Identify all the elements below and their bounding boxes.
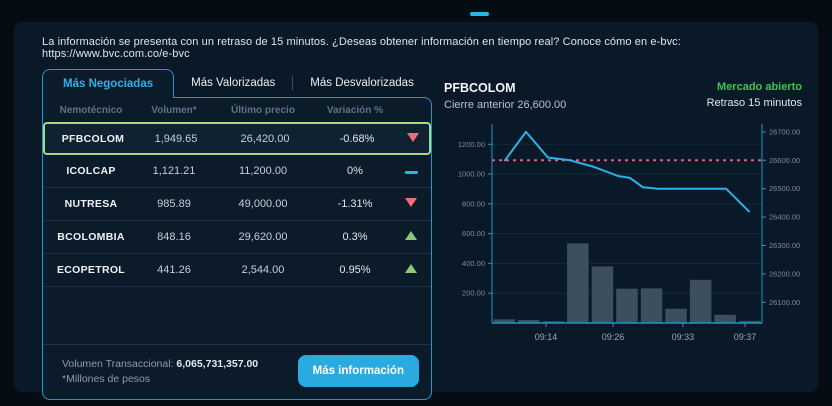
cell-direction — [393, 198, 429, 210]
cell-symbol: ICOLCAP — [66, 165, 116, 177]
cell-change: -1.31% — [337, 198, 373, 210]
volume-bar — [714, 314, 736, 323]
table-header-row: Nemotécnico Volumen* Último precio Variació… — [43, 98, 431, 122]
column-header: Variación % — [326, 105, 384, 116]
cell-volume: 1,121.21 — [152, 165, 196, 177]
price-line — [504, 130, 750, 213]
cell-last-price: 26,420.00 — [240, 132, 290, 145]
right-axis-label: 26300.00 — [769, 241, 800, 250]
column-header: Nemotécnico — [59, 105, 123, 116]
quotes-panel: Nemotécnico Volumen* Último precio Variació… — [42, 97, 432, 400]
cell-volume: 985.89 — [157, 198, 191, 210]
volume-bar — [739, 320, 761, 323]
table-row-nutresa[interactable]: NUTRESA 985.89 49,000.00 -1.31% — [43, 188, 431, 221]
cell-direction — [393, 231, 429, 243]
tab-m-s-negociadas[interactable]: Más Negociadas — [42, 69, 175, 98]
intraday-chart: 200.00 400.00 600.00 800.00 1000.00 1200.00 26… — [444, 118, 804, 355]
right-axis-label: 26100.00 — [769, 298, 800, 307]
left-axis-label: 800.00 — [462, 199, 485, 208]
up-triangle-icon — [405, 231, 417, 240]
cell-change: -0.68% — [339, 132, 375, 145]
volume-transaccional-value: 6,065,731,357.00 — [176, 357, 259, 370]
table-body: PFBCOLOM 1,949.65 26,420.00 -0.68% ICOLCAP 1,… — [43, 122, 431, 287]
left-axis-label: 400.00 — [462, 259, 485, 268]
cell-last-price: 29,620.00 — [238, 231, 288, 243]
down-triangle-icon — [407, 132, 419, 142]
cell-last-price: 11,200.00 — [238, 165, 288, 177]
cell-volume: 848.16 — [157, 231, 191, 243]
market-status: Mercado abierto — [717, 81, 802, 93]
x-axis-label: 09:14 — [535, 332, 558, 342]
chart-section: PFBCOLOM Cierre anterior 26,600.00 Merca… — [444, 81, 804, 400]
quote-identity: PFBCOLOM Cierre anterior 26,600.00 — [444, 81, 566, 111]
millions-note: *Millones de pesos — [62, 372, 151, 385]
volume-bar — [567, 243, 589, 323]
cell-last-price: 49,000.00 — [238, 198, 288, 210]
cell-direction — [393, 264, 429, 276]
right-axis-label: 26500.00 — [769, 184, 800, 193]
table-row-ecopetrol[interactable]: ECOPETROL 441.26 2,544.00 0.95% — [43, 254, 431, 287]
volume-bar — [542, 321, 565, 323]
cell-direction — [395, 132, 431, 145]
cell-symbol: ECOPETROL — [56, 264, 126, 276]
volume-bar — [518, 320, 540, 323]
volume-bar — [616, 288, 638, 323]
panel-spacer — [43, 287, 431, 344]
cell-last-price: 2,544.00 — [241, 264, 285, 276]
cell-change: 0.95% — [339, 264, 371, 276]
down-triangle-icon — [405, 198, 417, 207]
market-status-block: Mercado abierto Retraso 15 minutos — [707, 81, 802, 109]
left-axis-label: 600.00 — [462, 229, 485, 238]
cell-direction — [393, 165, 429, 177]
quotes-tabs: Más Negociadas Más Valorizadas Más Desvalo… — [42, 69, 432, 98]
volume-bar — [591, 266, 614, 323]
cell-volume: 441.26 — [157, 264, 191, 276]
panel-footer: Volumen Transaccional: 6,065,731,357.00 … — [43, 344, 431, 399]
volume-bar — [665, 308, 687, 323]
table-row-pfbcolom[interactable]: PFBCOLOM 1,949.65 26,420.00 -0.68% — [43, 122, 431, 155]
x-axis-label: 09:33 — [672, 332, 695, 342]
market-widget: La información se presenta con un retras… — [14, 22, 818, 400]
x-axis-label: 09:26 — [602, 332, 625, 342]
transaction-volume-block: Volumen Transaccional: 6,065,731,357.00 … — [62, 358, 258, 385]
volume-bar — [689, 279, 712, 323]
tab-divider — [292, 76, 294, 90]
column-header: Volumen* — [151, 105, 197, 116]
quotes-section: Más Negociadas Más Valorizadas Más Desvalo… — [42, 69, 432, 400]
right-axis-label: 26200.00 — [769, 269, 800, 278]
cell-change: 0.3% — [342, 231, 368, 243]
cell-symbol: NUTRESA — [64, 198, 118, 210]
quote-header: PFBCOLOM Cierre anterior 26,600.00 Merca… — [444, 81, 804, 111]
delay-info-banner: La información se presenta con un retras… — [42, 36, 681, 60]
cell-change: 0% — [347, 165, 363, 177]
quote-symbol: PFBCOLOM — [444, 81, 516, 95]
left-axis-label: 1000.00 — [458, 170, 485, 179]
table-row-icolcap[interactable]: ICOLCAP 1,121.21 11,200.00 0% — [43, 155, 431, 188]
up-triangle-icon — [405, 264, 417, 273]
left-axis-label: 1200.00 — [458, 140, 485, 149]
tab-m-s-valorizadas[interactable]: Más Valorizadas — [174, 69, 292, 97]
cell-symbol: PFBCOLOM — [61, 132, 125, 145]
right-axis-label: 26600.00 — [769, 156, 800, 165]
flat-dash-icon — [404, 171, 418, 174]
x-axis-label: 09:37 — [734, 332, 757, 342]
tab-m-s-desvalorizadas[interactable]: Más Desvalorizadas — [293, 69, 431, 97]
right-axis-label: 26700.00 — [769, 127, 800, 136]
previous-close-label: Cierre anterior 26,600.00 — [444, 99, 567, 111]
widget-columns: Más Negociadas Más Valorizadas Más Desvalo… — [28, 69, 804, 400]
volume-bar — [493, 319, 515, 323]
cell-symbol: BCOLOMBIA — [57, 231, 125, 243]
cell-volume: 1,949.65 — [154, 132, 198, 145]
delay-label: Retraso 15 minutos — [706, 97, 802, 109]
volume-bar — [640, 288, 663, 323]
right-axis-label: 26400.00 — [769, 213, 800, 222]
more-info-button[interactable]: Más información — [297, 355, 419, 387]
left-axis-label: 200.00 — [462, 289, 485, 298]
table-row-bcolombia[interactable]: BCOLOMBIA 848.16 29,620.00 0.3% — [43, 221, 431, 254]
volume-transaccional-label: Volumen Transaccional: — [62, 357, 174, 370]
widget-collapse-handle[interactable] — [470, 12, 489, 16]
column-header: Último precio — [231, 105, 295, 116]
chart-svg: 200.00 400.00 600.00 800.00 1000.00 1200.00 26… — [458, 124, 800, 342]
